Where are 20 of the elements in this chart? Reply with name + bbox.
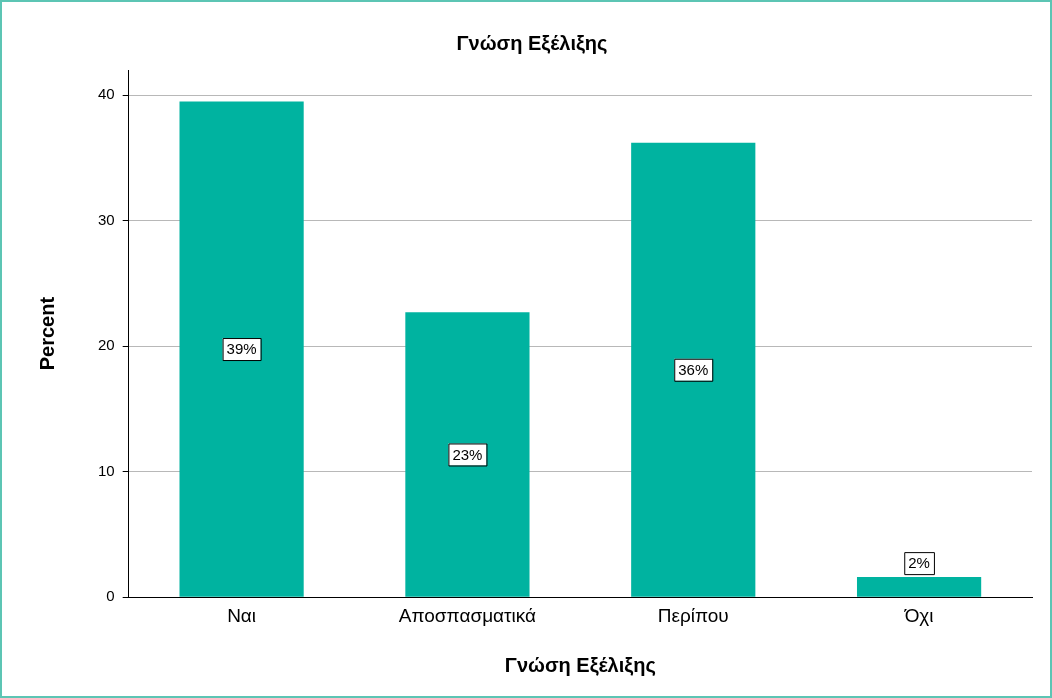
bar xyxy=(856,577,982,597)
data-label: 36% xyxy=(678,360,709,378)
y-tick-label: 20 xyxy=(98,336,115,354)
data-label: 23% xyxy=(452,445,483,463)
x-axis-title: Γνώση Εξέλιξης xyxy=(504,653,656,676)
x-tick-label: Περίπου xyxy=(657,604,729,626)
y-tick-label: 40 xyxy=(98,85,115,103)
bar xyxy=(405,312,530,597)
bar xyxy=(631,142,756,597)
bar xyxy=(179,101,304,597)
y-tick-label: 10 xyxy=(98,461,115,479)
x-tick-label: Όχι xyxy=(903,604,934,626)
x-tick-label: Ναι xyxy=(227,604,257,626)
chart-title: Γνώση Εξέλιξης xyxy=(456,31,608,54)
data-label: 2% xyxy=(908,554,930,572)
y-tick-label: 30 xyxy=(98,210,115,228)
y-tick-label: 0 xyxy=(106,587,115,605)
x-tick-label: Αποσπασματικά xyxy=(398,604,537,626)
y-axis-title: Percent xyxy=(35,296,58,371)
data-label: 39% xyxy=(226,340,257,358)
